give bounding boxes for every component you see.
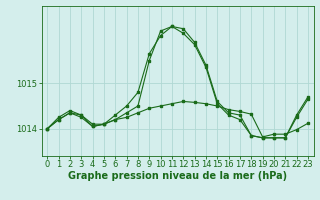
X-axis label: Graphe pression niveau de la mer (hPa): Graphe pression niveau de la mer (hPa) bbox=[68, 171, 287, 181]
